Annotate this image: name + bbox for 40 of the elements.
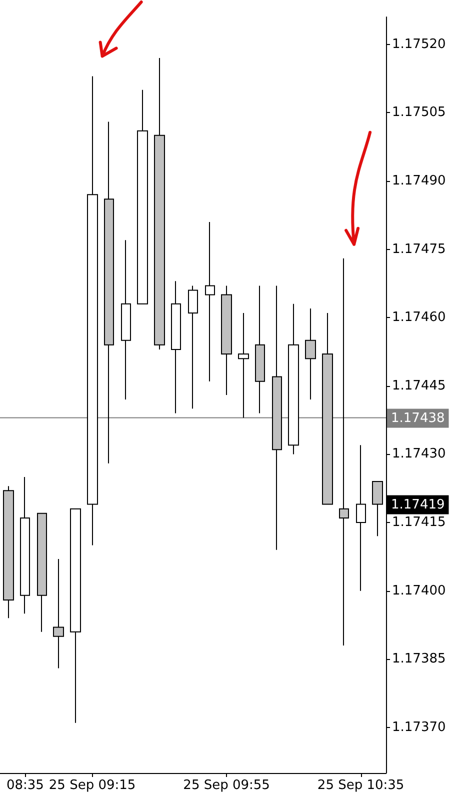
ref-line-label: 1.17438 xyxy=(391,410,445,426)
candlestick xyxy=(87,76,98,546)
y-tick-label: 1.17400 xyxy=(392,583,446,598)
candlestick xyxy=(104,121,114,464)
y-tick-label: 1.17475 xyxy=(392,242,446,257)
candlestick xyxy=(154,57,165,350)
y-tick-label: 1.17490 xyxy=(392,173,446,188)
candlestick xyxy=(372,481,383,537)
candlestick xyxy=(20,476,30,614)
candlestick xyxy=(255,285,265,414)
text: 1.17419 xyxy=(391,497,445,512)
x-tick-label: 08:35 xyxy=(6,778,44,793)
candlestick xyxy=(238,312,249,418)
candlestick xyxy=(356,444,366,592)
candlestick xyxy=(288,303,299,455)
candlestick xyxy=(53,558,64,669)
x-tick-label: 25 Sep 09:15 xyxy=(48,778,136,793)
candlestick xyxy=(305,308,316,400)
y-tick-label: 1.17385 xyxy=(392,652,446,667)
candlestick xyxy=(70,508,81,724)
candlestick xyxy=(137,89,148,304)
x-tick-label: 25 Sep 10:35 xyxy=(317,778,404,793)
y-tick-label: 1.17520 xyxy=(392,36,446,52)
candlestick xyxy=(188,285,198,410)
candlestick xyxy=(171,280,181,414)
y-tick-label: 1.17370 xyxy=(392,720,446,735)
candlestick xyxy=(322,312,333,505)
candlestick xyxy=(339,258,349,646)
candlestick xyxy=(3,486,14,619)
candlestick xyxy=(37,512,47,632)
candlestick xyxy=(205,221,215,382)
candlestick xyxy=(272,285,282,550)
y-tick-label: 1.17445 xyxy=(392,378,446,394)
y-tick-label: 1.17460 xyxy=(392,310,446,326)
y-tick-label: 1.17415 xyxy=(392,515,446,530)
candlestick xyxy=(121,240,131,400)
x-tick-label: 25 Sep 09:55 xyxy=(183,778,270,793)
candlestick xyxy=(221,285,232,396)
y-tick-label: 1.17430 xyxy=(392,446,446,462)
y-tick-label: 1.17505 xyxy=(392,105,446,120)
